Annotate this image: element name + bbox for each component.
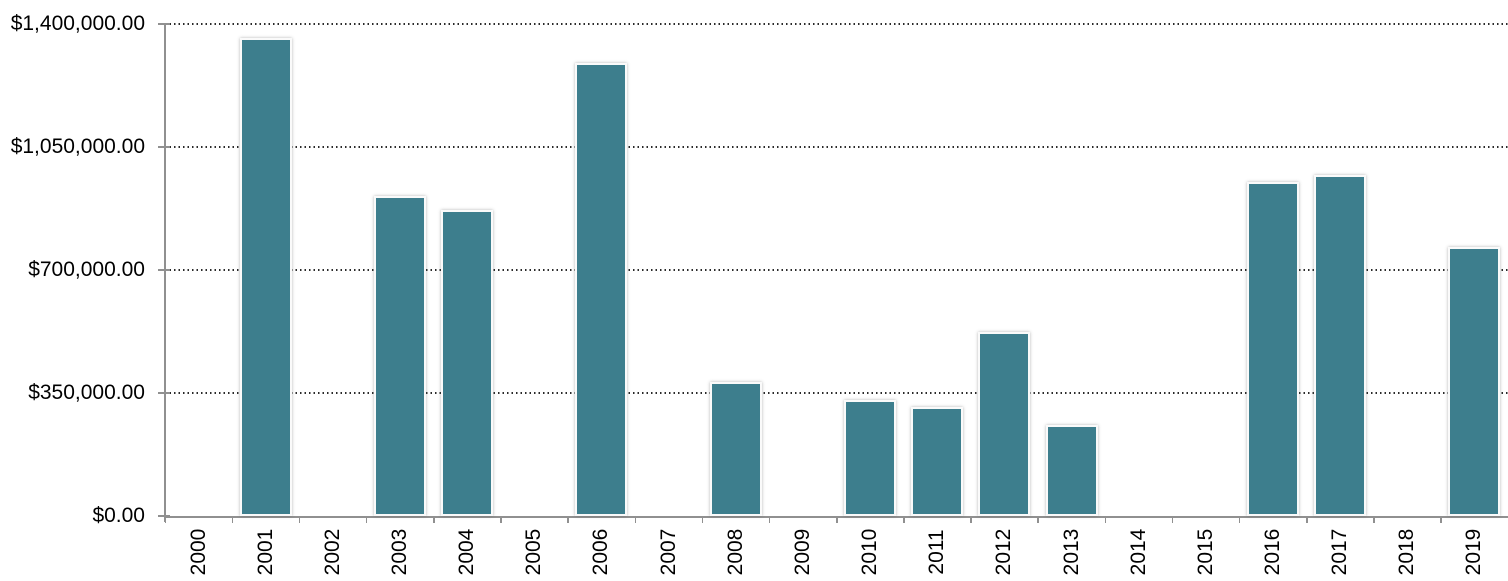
x-axis-line bbox=[165, 516, 1508, 518]
x-axis-tick bbox=[567, 517, 569, 523]
bar-2017 bbox=[1314, 175, 1367, 516]
x-axis-tick-label: 2011 bbox=[925, 529, 949, 575]
x-axis-tick bbox=[231, 517, 234, 523]
x-axis-tick-label: 2008 bbox=[723, 528, 747, 576]
bar-2011 bbox=[911, 407, 964, 516]
x-axis-tick-label: 2006 bbox=[589, 528, 613, 576]
x-axis-tick-label: 2000 bbox=[186, 528, 210, 576]
x-axis-tick bbox=[1238, 517, 1241, 523]
x-axis-tick bbox=[433, 517, 435, 523]
x-axis-tick bbox=[701, 517, 704, 523]
x-axis-tick bbox=[164, 517, 166, 523]
x-axis-tick bbox=[500, 517, 502, 523]
x-axis-tick-label: 2016 bbox=[1260, 528, 1284, 576]
bar-2012 bbox=[978, 331, 1031, 516]
bar-2016 bbox=[1246, 182, 1299, 516]
x-axis-tick-label: 2010 bbox=[858, 528, 882, 576]
x-axis-tick-label: 2019 bbox=[1462, 528, 1486, 576]
x-axis-tick bbox=[970, 517, 972, 523]
bar-2019 bbox=[1448, 247, 1501, 516]
x-axis-tick-label: 2004 bbox=[455, 528, 479, 576]
x-axis-tick bbox=[903, 517, 905, 523]
x-axis-tick bbox=[768, 517, 771, 523]
x-axis-tick-label: 2005 bbox=[522, 528, 546, 576]
x-axis-tick-label: 2012 bbox=[992, 528, 1016, 576]
y-axis-tick-label: $0.00 bbox=[92, 504, 145, 527]
x-axis-tick-label: 2001 bbox=[253, 528, 277, 576]
y-axis-tick-label: $1,400,000.00 bbox=[10, 12, 145, 35]
y-axis-tick-label: $350,000.00 bbox=[28, 381, 145, 404]
bar-2004 bbox=[441, 210, 494, 516]
gridline bbox=[165, 269, 1508, 271]
x-axis-tick bbox=[298, 517, 301, 523]
x-axis-tick-label: 2015 bbox=[1193, 528, 1217, 576]
x-axis-tick bbox=[1037, 517, 1039, 523]
gridline bbox=[165, 392, 1508, 394]
x-axis-tick bbox=[1373, 517, 1375, 523]
x-axis-tick-label: 2002 bbox=[320, 528, 344, 576]
gridline bbox=[165, 23, 1508, 25]
x-axis-tick-label: 2014 bbox=[1126, 528, 1150, 576]
bar-2010 bbox=[844, 400, 897, 516]
bar-2013 bbox=[1045, 424, 1098, 516]
x-axis-tick-label: 2007 bbox=[656, 528, 680, 576]
x-axis-tick-label: 2013 bbox=[1059, 528, 1083, 576]
x-axis-tick bbox=[836, 517, 838, 523]
x-axis-tick bbox=[634, 517, 637, 523]
y-axis-line bbox=[164, 24, 166, 522]
gridline bbox=[165, 146, 1508, 148]
bar-2006 bbox=[575, 62, 628, 516]
x-axis-tick bbox=[1171, 517, 1174, 523]
x-axis-tick-label: 2018 bbox=[1395, 528, 1419, 576]
bar-2003 bbox=[374, 196, 427, 516]
x-axis-tick-label: 2009 bbox=[790, 528, 814, 576]
x-axis-tick bbox=[1306, 517, 1308, 523]
bar-2001 bbox=[239, 38, 292, 516]
y-axis-tick-label: $1,050,000.00 bbox=[10, 135, 145, 158]
x-axis-tick-label: 2017 bbox=[1328, 528, 1352, 576]
y-axis-tick-label: $700,000.00 bbox=[28, 258, 145, 281]
bar-2008 bbox=[709, 382, 762, 516]
y-axis-tick bbox=[158, 23, 170, 25]
x-axis-tick-label: 2003 bbox=[388, 528, 412, 576]
x-axis-tick bbox=[1104, 517, 1107, 523]
x-axis-tick bbox=[1440, 517, 1442, 523]
x-axis-tick bbox=[365, 517, 368, 523]
